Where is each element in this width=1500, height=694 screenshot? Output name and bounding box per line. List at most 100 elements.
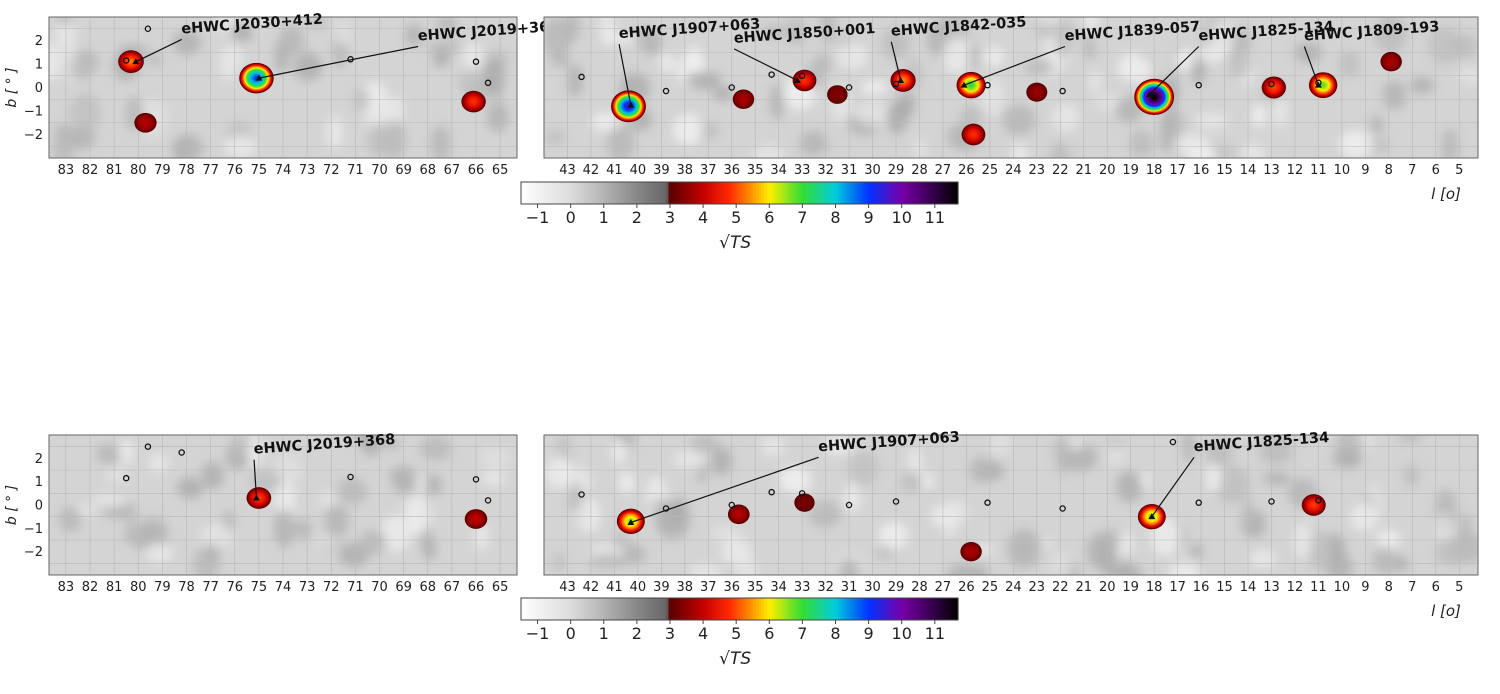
y-tick-label: 2	[35, 34, 43, 49]
colorbar-tick-label: 0	[566, 624, 576, 643]
colorbar-segment	[917, 182, 921, 204]
source-marker	[1059, 505, 1066, 512]
noise-blob	[58, 506, 82, 533]
colorbar-segment	[709, 598, 713, 620]
x-tick-label: 66	[468, 580, 485, 595]
colorbar-segment	[870, 598, 874, 620]
colorbar-segment	[742, 182, 746, 204]
colorbar-segment	[731, 598, 735, 620]
x-tick-label: 31	[841, 163, 858, 178]
colorbar-segment	[930, 598, 935, 620]
noise-blob	[686, 71, 722, 90]
colorbar-segment	[567, 598, 571, 620]
noise-blob	[808, 500, 842, 528]
noise-blob	[1106, 445, 1126, 466]
colorbar-segment	[886, 182, 891, 204]
noise-blob	[814, 52, 833, 74]
colorbar-segment	[622, 182, 626, 204]
source-blob	[956, 71, 986, 99]
colorbar-segment	[701, 598, 705, 620]
colorbar-segment	[780, 182, 784, 204]
colorbar-segment	[766, 598, 771, 620]
noise-blob	[947, 563, 983, 575]
x-tick-label: 81	[106, 580, 123, 595]
source-marker	[892, 80, 900, 88]
colorbar-segment	[534, 182, 538, 204]
x-tick-label: 28	[911, 163, 928, 178]
colorbar-segment	[703, 182, 708, 204]
x-tick-label: 19	[1122, 580, 1139, 595]
x-tick-label: 22	[1052, 163, 1069, 178]
x-tick-label: 78	[178, 580, 195, 595]
colorbar-segment	[556, 182, 560, 204]
noise-blob	[352, 89, 370, 111]
noise-blob	[553, 553, 567, 572]
colorbar-segment	[701, 182, 705, 204]
x-tick-label: 82	[82, 580, 99, 595]
noise-blob	[823, 436, 855, 455]
colorbar-segment	[638, 598, 642, 620]
source-contour	[1312, 503, 1316, 507]
colorbar-segment	[641, 598, 645, 620]
noise-blob	[1159, 113, 1175, 153]
colorbar-segment	[679, 182, 683, 204]
noise-blob	[1215, 465, 1250, 504]
colorbar-segment	[706, 182, 711, 204]
colorbar-segment	[676, 182, 681, 204]
noise-blob	[834, 43, 868, 70]
noise-blob	[1434, 538, 1469, 565]
x-tick-label: 79	[154, 580, 171, 595]
x-tick-label: 36	[723, 580, 740, 595]
source-triangle	[960, 81, 968, 88]
source-contour	[1389, 60, 1393, 64]
noise-blob	[878, 521, 909, 550]
noise-blob	[482, 59, 505, 98]
x-tick-label: 78	[178, 163, 195, 178]
colorbar-segment	[627, 598, 631, 620]
noise-blob	[105, 467, 127, 482]
colorbar-segment	[925, 598, 929, 620]
noise-blob	[56, 38, 78, 68]
colorbar-segment	[944, 598, 948, 620]
colorbar-segment	[799, 598, 803, 620]
colorbar-segment	[652, 598, 656, 620]
colorbar: −1 0 1 2 3 4 5 6 7 8 9 10 11 √TS	[520, 597, 959, 669]
noise-blob	[1370, 115, 1384, 135]
noise-blob	[1306, 531, 1335, 570]
colorbar-segment	[706, 598, 711, 620]
colorbar-segment	[837, 182, 842, 204]
source-triangle	[1314, 81, 1322, 88]
noise-blob	[432, 49, 450, 68]
source-triangle	[1148, 513, 1156, 520]
colorbar-segment	[761, 182, 765, 204]
colorbar-segment	[848, 182, 853, 204]
colorbar-segment	[856, 182, 861, 204]
colorbar-segment	[815, 598, 820, 620]
colorbar-tick-label: 9	[864, 624, 874, 643]
noise-blob	[201, 461, 224, 490]
colorbar-segment	[723, 598, 727, 620]
colorbar-tick-label: 1	[599, 624, 609, 643]
noise-blob	[1428, 26, 1462, 65]
colorbar-segment	[889, 182, 894, 204]
colorbar-segment	[723, 182, 727, 204]
x-tick-label: 69	[395, 163, 412, 178]
source-blob	[1134, 78, 1175, 116]
noise-blob	[247, 435, 262, 468]
x-tick-label: 75	[251, 580, 268, 595]
noise-blob	[1054, 435, 1073, 474]
source-contour	[969, 550, 973, 554]
colorbar-segment	[548, 182, 552, 204]
noise-blob	[709, 526, 742, 541]
colorbar-segment	[551, 598, 555, 620]
noise-blob	[1293, 522, 1312, 560]
colorbar-segment	[925, 182, 929, 204]
noise-blob	[1205, 464, 1223, 492]
markers	[122, 443, 492, 504]
noise-blob	[1372, 546, 1395, 575]
x-tick-label: 30	[864, 580, 881, 595]
source-marker	[1169, 438, 1177, 446]
source-triangle	[897, 76, 905, 83]
colorbar-segment	[630, 182, 634, 204]
colorbar-segment	[859, 598, 864, 620]
